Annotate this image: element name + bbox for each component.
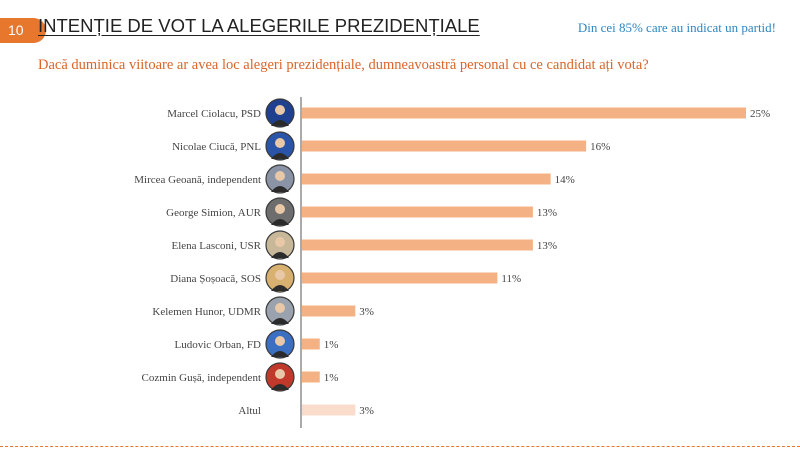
candidate-suit xyxy=(271,219,289,225)
candidate-suit xyxy=(271,120,289,126)
candidate-face xyxy=(275,138,285,148)
candidate-face xyxy=(275,336,285,346)
candidate-suit xyxy=(271,318,289,324)
footer-divider xyxy=(0,446,800,447)
sample-note: Din cei 85% care au indicat un partid! xyxy=(577,20,776,35)
survey-question: Dacă duminica viitoare ar avea loc alege… xyxy=(38,57,649,73)
candidate-suit xyxy=(271,384,289,390)
candidate-face xyxy=(275,171,285,181)
category-label: Nicolae Ciucă, PNL xyxy=(172,141,261,153)
category-label: Elena Lasconi, USR xyxy=(171,240,261,252)
candidate-face xyxy=(275,369,285,379)
value-label: 14% xyxy=(555,174,575,186)
value-label: 1% xyxy=(324,372,339,384)
category-label: Altul xyxy=(238,405,261,417)
bar xyxy=(302,305,356,317)
bar xyxy=(302,173,551,185)
candidate-face xyxy=(275,237,285,247)
candidate-face xyxy=(275,204,285,214)
bar xyxy=(302,206,533,218)
bar xyxy=(302,404,356,416)
candidate-face xyxy=(275,303,285,313)
category-label: Cozmin Gușă, independent xyxy=(142,372,261,384)
bar xyxy=(302,140,587,152)
candidate-suit xyxy=(271,186,289,192)
bar xyxy=(302,338,320,350)
category-label: Kelemen Hunor, UDMR xyxy=(152,306,261,318)
category-label: Diana Șoșoacă, SOS xyxy=(170,273,261,285)
value-label: 3% xyxy=(359,306,374,318)
bar xyxy=(302,107,746,119)
candidate-suit xyxy=(271,285,289,291)
value-label: 25% xyxy=(750,108,770,120)
bar xyxy=(302,371,320,383)
bar xyxy=(302,272,498,284)
category-label: Ludovic Orban, FD xyxy=(175,339,262,351)
candidate-suit xyxy=(271,252,289,258)
category-label: Marcel Ciolacu, PSD xyxy=(167,108,261,120)
value-label: 1% xyxy=(324,339,339,351)
candidate-suit xyxy=(271,351,289,357)
bar xyxy=(302,239,533,251)
value-label: 13% xyxy=(537,240,557,252)
category-label: George Simion, AUR xyxy=(166,207,261,219)
page-title: INTENȚIE DE VOT LA ALEGERILE PREZIDENȚIA… xyxy=(38,15,480,36)
value-label: 3% xyxy=(359,405,374,417)
candidate-face xyxy=(275,105,285,115)
candidate-face xyxy=(275,270,285,280)
value-label: 16% xyxy=(590,141,610,153)
value-label: 11% xyxy=(501,273,521,285)
slide-number-badge: 10 xyxy=(0,18,46,43)
category-label: Mircea Geoană, independent xyxy=(134,174,261,186)
value-label: 13% xyxy=(537,207,557,219)
candidate-suit xyxy=(271,153,289,159)
